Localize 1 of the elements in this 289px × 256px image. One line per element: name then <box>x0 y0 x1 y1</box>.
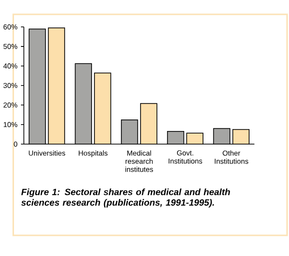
caption: Figure 1: Sectoral shares of medical and health sciences research (publications, 1991-1995). <box>21 188 230 208</box>
